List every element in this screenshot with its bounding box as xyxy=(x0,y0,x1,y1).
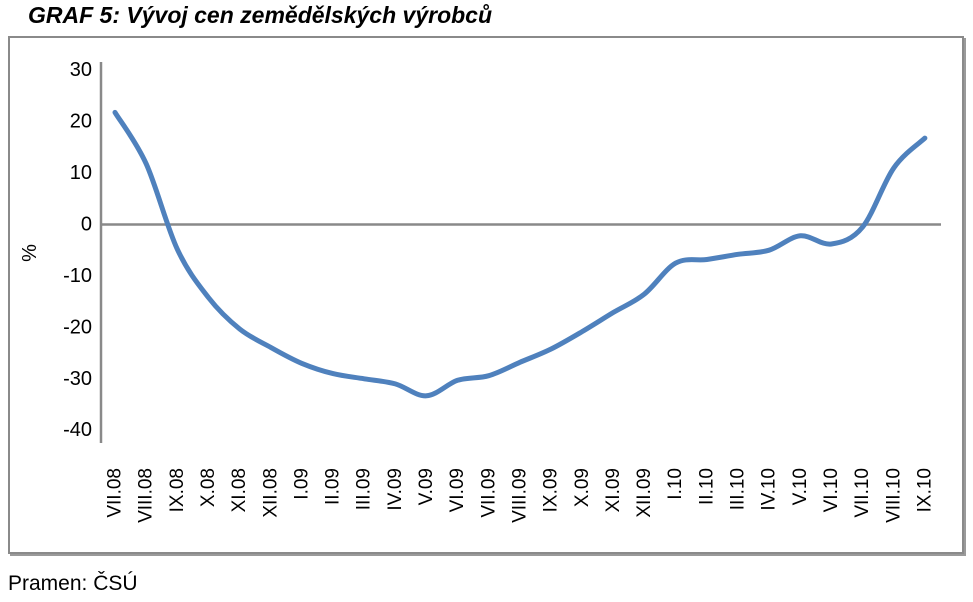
y-tick-label: -30 xyxy=(63,368,92,390)
source-caption: Pramen: ČSÚ xyxy=(8,572,138,595)
x-tick-label: VI.10 xyxy=(821,468,842,512)
x-tick-label: V.10 xyxy=(790,468,811,505)
x-tick-label: IX.08 xyxy=(167,468,188,512)
x-tick-label: I.09 xyxy=(291,468,312,500)
x-tick-label: XII.09 xyxy=(634,468,655,518)
y-tick-label: -40 xyxy=(63,419,92,441)
chart-title: GRAF 5: Vývoj cen zemědělských výrobců xyxy=(28,2,493,28)
y-axis-title: % xyxy=(19,244,41,262)
x-tick-label: II.09 xyxy=(323,468,344,505)
x-tick-label: XII.08 xyxy=(260,468,281,518)
x-tick-label: VIII.10 xyxy=(883,468,904,523)
y-tick-label: 20 xyxy=(70,111,92,133)
chart-canvas: 30 20 10 0 -10 -20 -30 -40% VII.08 VIII.08 IX.08 X.… xyxy=(19,59,941,523)
chart-frame: 30 20 10 0 -10 -20 -30 -40% VII.08 VIII.08 IX.08 X.… xyxy=(8,36,964,554)
x-tick-label: XI.09 xyxy=(603,468,624,512)
data-line xyxy=(112,109,928,399)
x-tick-label: IV.09 xyxy=(385,468,406,511)
x-tick-label: VII.09 xyxy=(478,468,499,518)
y-tick-label: -20 xyxy=(63,316,92,338)
y-tick-label: 30 xyxy=(70,59,92,81)
x-tick-label: VII.08 xyxy=(105,468,126,518)
x-tick-label: IX.10 xyxy=(914,468,935,512)
x-tick-label: X.08 xyxy=(198,468,219,507)
x-tick-label: V.09 xyxy=(416,468,437,505)
x-tick-label: IX.09 xyxy=(541,468,562,512)
y-tick-label: 10 xyxy=(70,162,92,184)
y-tick-label: 0 xyxy=(81,214,92,236)
x-tick-label: VIII.09 xyxy=(509,468,530,523)
x-tick-label: VII.10 xyxy=(852,468,873,518)
x-tick-label: I.10 xyxy=(665,468,686,500)
x-tick-label: VIII.08 xyxy=(136,468,157,523)
x-tick-label: IV.10 xyxy=(759,468,780,511)
x-tick-label: XI.08 xyxy=(229,468,250,512)
x-tick-label: III.09 xyxy=(354,468,375,510)
x-tick-label: X.09 xyxy=(572,468,593,507)
y-tick-label: -10 xyxy=(63,265,92,287)
x-tick-label: III.10 xyxy=(728,468,749,510)
x-tick-label: II.10 xyxy=(696,468,717,505)
x-tick-label: VI.09 xyxy=(447,468,468,512)
